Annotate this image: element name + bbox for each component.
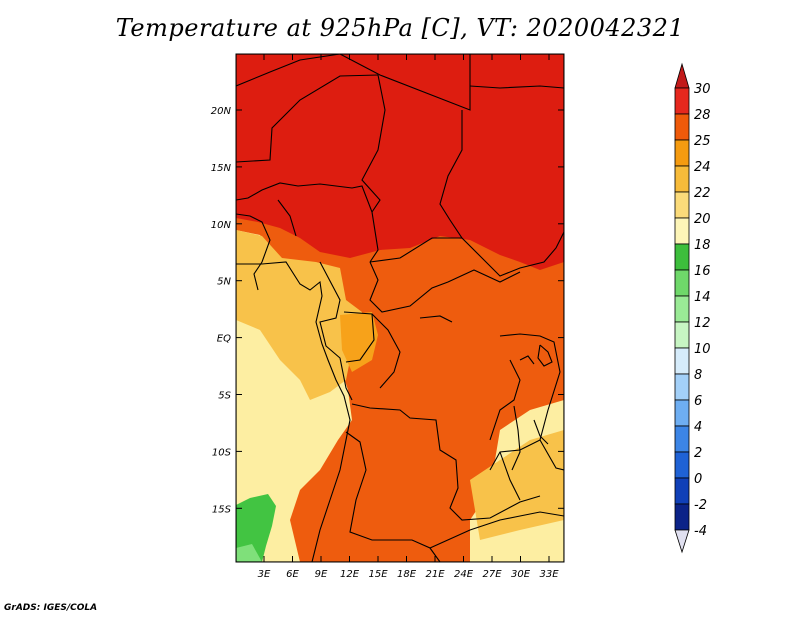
lat-tick-label: 5N — [217, 277, 231, 288]
colorbar-swatch — [674, 399, 690, 427]
colorbar-top-cap — [674, 62, 690, 89]
colorbar-label: -2 — [694, 498, 707, 513]
colorbar-label: 22 — [694, 186, 711, 201]
longitude-axis: 3E 6E 9E 12E 15E 18E 21E 24E 27E 30E 33E — [258, 54, 559, 580]
colorbar-label: 6 — [694, 394, 702, 409]
colorbar-label: -4 — [694, 524, 707, 539]
colorbar-label: 24 — [694, 160, 711, 175]
colorbar-label: 8 — [694, 368, 702, 383]
temperature-field — [236, 54, 564, 562]
lon-tick-label: 6E — [286, 569, 299, 580]
colorbar-swatch — [674, 217, 690, 245]
colorbar-swatch — [674, 269, 690, 297]
lon-tick-label: 30E — [511, 569, 531, 580]
colorbar-swatch — [674, 347, 690, 375]
colorbar-swatch — [674, 477, 690, 505]
credit-label: GrADS: IGES/COLA — [4, 603, 98, 613]
colorbar-swatch — [674, 425, 690, 453]
colorbar-label: 4 — [694, 420, 702, 435]
colorbar-swatch — [674, 373, 690, 401]
colorbar-bottom-cap — [674, 529, 690, 554]
map-title: Temperature at 925hPa [C], VT: 202004232… — [115, 14, 685, 42]
lon-tick-label: 27E — [482, 569, 502, 580]
colorbar-label: 30 — [694, 82, 711, 97]
latitude-axis: 20N 15N 10N 5N EQ 5S 10S 15S — [211, 106, 564, 515]
lat-tick-label: 15N — [211, 163, 232, 174]
colorbar-swatch — [674, 503, 690, 531]
field-green-region — [236, 494, 276, 562]
colorbar-label: 28 — [694, 108, 711, 123]
colorbar-label: 16 — [694, 264, 711, 279]
colorbar-swatch — [674, 113, 690, 141]
colorbar-swatch — [674, 451, 690, 479]
map-border — [235, 53, 565, 563]
colorbar-swatch — [674, 139, 690, 167]
field-hot-region — [236, 54, 564, 270]
lon-tick-label: 12E — [340, 569, 360, 580]
lat-tick-label: 10N — [211, 220, 232, 231]
lon-tick-label: 9E — [315, 569, 328, 580]
lon-tick-label: 24E — [454, 569, 474, 580]
colorbar-swatch — [674, 191, 690, 219]
colorbar-swatch — [674, 295, 690, 323]
field-lightgreen-region — [236, 544, 262, 562]
lat-tick-label: 10S — [212, 447, 232, 458]
colorbar-swatch — [674, 87, 690, 115]
lat-tick-label: EQ — [217, 334, 231, 345]
colorbar-label: 10 — [694, 342, 711, 357]
lon-tick-label: 21E — [425, 569, 445, 580]
field-mid-region — [340, 312, 378, 372]
lon-tick-label: 33E — [539, 569, 559, 580]
lon-tick-label: 18E — [397, 569, 417, 580]
colorbar-swatch — [674, 165, 690, 193]
colorbar-swatch — [674, 243, 690, 271]
colorbar-label: 12 — [694, 316, 711, 331]
colorbar-label: 20 — [694, 212, 711, 227]
lat-tick-label: 20N — [211, 106, 232, 117]
colorbar-label: 2 — [694, 446, 702, 461]
colorbar-swatch — [674, 321, 690, 349]
colorbar-label: 14 — [694, 290, 711, 305]
colorbar-label: 0 — [694, 472, 702, 487]
field-cool-region — [236, 230, 362, 400]
colorbar-label: 25 — [694, 134, 711, 149]
lat-tick-label: 15S — [212, 504, 232, 515]
colorbar-label: 18 — [694, 238, 711, 253]
country-borders — [236, 54, 564, 562]
lon-tick-label: 15E — [368, 569, 388, 580]
lon-tick-label: 3E — [258, 569, 271, 580]
lat-tick-label: 5S — [218, 391, 231, 402]
